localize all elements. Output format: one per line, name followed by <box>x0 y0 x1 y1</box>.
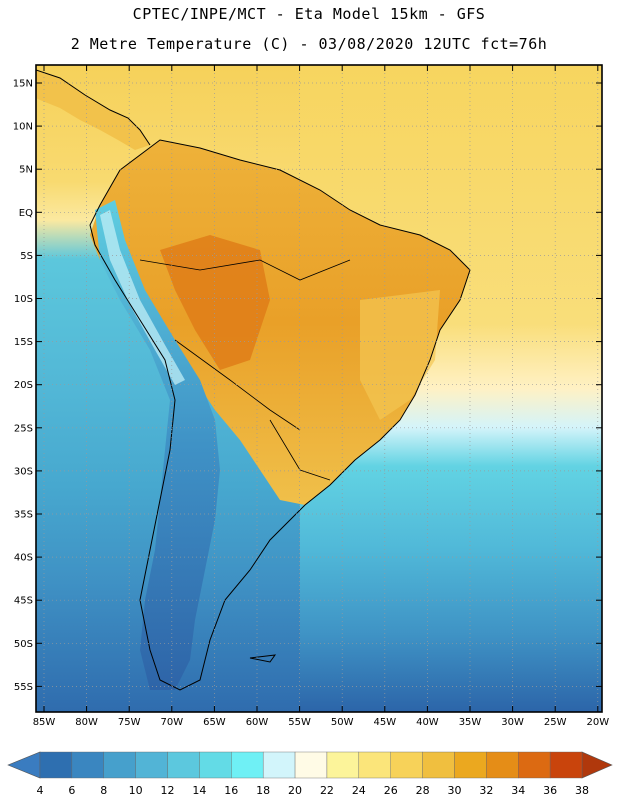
colorbar-label: 22 <box>320 784 334 797</box>
colorbar-label: 16 <box>224 784 238 797</box>
lon-label: 25W <box>544 717 567 728</box>
lat-label: 35S <box>14 510 33 521</box>
country-border-north <box>139 259 351 281</box>
colorbar-label: 34 <box>511 784 525 797</box>
andes-patagonia-cold-strip <box>95 200 220 690</box>
colorbar-segment <box>390 751 423 779</box>
lat-label: 55S <box>14 682 33 693</box>
lat-label: 20S <box>14 380 33 391</box>
lat-label: 40S <box>14 553 33 564</box>
lat-label: 10N <box>13 122 33 133</box>
colorbar-segment <box>231 751 264 779</box>
lon-label: 20W <box>586 717 609 728</box>
colorbar-segment <box>39 751 73 779</box>
lon-label: 65W <box>203 717 226 728</box>
colorbar-low-arrow <box>7 751 41 779</box>
latitude-labels: 15N 10N 5N EQ 5S 10S 15S 20S 25S 30S 35S 40S 45S 50S 5… <box>13 79 33 693</box>
colorbar-high-arrow <box>581 751 613 779</box>
lat-label: 45S <box>14 596 33 607</box>
colorbar-segment <box>167 751 200 779</box>
falkland-islands <box>249 654 277 663</box>
lat-label: 10S <box>14 294 33 305</box>
lat-label: 5N <box>19 165 33 176</box>
lon-label: 60W <box>246 717 269 728</box>
colorbar-segment <box>103 751 136 779</box>
colorbar-label: 26 <box>384 784 398 797</box>
colorbar-label: 6 <box>68 784 75 797</box>
lon-label: 80W <box>75 717 98 728</box>
coastlines-and-borders <box>36 69 471 691</box>
map-frame <box>35 64 603 713</box>
lon-label: 40W <box>416 717 439 728</box>
central-america-land <box>36 70 150 150</box>
central-america-coastline <box>36 69 151 146</box>
colorbar-segments <box>39 751 583 779</box>
lon-label: 30W <box>501 717 524 728</box>
lat-label: 15N <box>13 79 33 90</box>
lon-label: 85W <box>33 717 56 728</box>
lat-label: 30S <box>14 466 33 477</box>
country-border-south <box>269 419 331 481</box>
colorbar-segment <box>358 751 391 779</box>
lat-label: 50S <box>14 639 33 650</box>
axis-ticks <box>36 65 602 712</box>
map-title-line-2: 2 Metre Temperature (C) - 03/08/2020 12U… <box>70 35 548 53</box>
south-america-warm-land <box>90 140 470 505</box>
longitude-labels: 85W 80W 75W 70W 65W 60W 55W 50W 45W 40W 35W 30W 25W 2… <box>33 717 610 728</box>
map-area <box>36 65 602 712</box>
lat-label: 15S <box>14 337 33 348</box>
lon-label: 70W <box>160 717 183 728</box>
lat-label: 25S <box>14 423 33 434</box>
map-title-line-1: CPTEC/INPE/MCT - Eta Model 15km - GFS <box>132 5 486 23</box>
colorbar-segment <box>262 751 296 779</box>
south-america-coastline <box>89 139 471 691</box>
colorbar-label: 38 <box>575 784 589 797</box>
lon-label: 45W <box>373 717 396 728</box>
colorbar-label: 36 <box>543 784 557 797</box>
colorbar-label: 4 <box>37 784 44 797</box>
country-border-central <box>174 339 301 431</box>
colorbar-segment <box>422 751 455 779</box>
northeast-mild-zone <box>360 290 440 420</box>
lon-label: 35W <box>459 717 482 728</box>
colorbar-label: 14 <box>192 784 206 797</box>
colorbar-label: 12 <box>161 784 175 797</box>
colorbar-segment <box>486 751 519 779</box>
colorbar-label: 30 <box>447 784 461 797</box>
lat-label: 5S <box>20 251 33 262</box>
colorbar-label: 24 <box>352 784 366 797</box>
lon-label: 55W <box>288 717 311 728</box>
colorbar-segment <box>71 751 104 779</box>
colorbar-label: 10 <box>129 784 143 797</box>
colorbar-label: 8 <box>100 784 107 797</box>
colorbar-label: 20 <box>288 784 302 797</box>
lon-label: 50W <box>331 717 354 728</box>
andes-crest-strip <box>100 210 185 385</box>
colorbar-label: 18 <box>256 784 270 797</box>
colorbar-segment <box>294 751 328 779</box>
colorbar-segment <box>135 751 168 779</box>
colorbar: 4 6 8 10 12 14 16 18 20 22 24 26 28 30 32 34 36 38 <box>7 751 613 797</box>
colorbar-labels: 4 6 8 10 12 14 16 18 20 22 24 26 28 30 32 34 36 38 <box>37 784 590 797</box>
lat-label: EQ <box>19 208 33 219</box>
hot-interior-zone <box>160 235 270 370</box>
colorbar-label: 32 <box>479 784 493 797</box>
colorbar-label: 28 <box>416 784 430 797</box>
colorbar-segment <box>199 751 232 779</box>
lon-label: 75W <box>118 717 141 728</box>
colorbar-segment <box>518 751 551 779</box>
colorbar-segment <box>326 751 360 779</box>
colorbar-segment <box>454 751 487 779</box>
colorbar-segment <box>549 751 583 779</box>
